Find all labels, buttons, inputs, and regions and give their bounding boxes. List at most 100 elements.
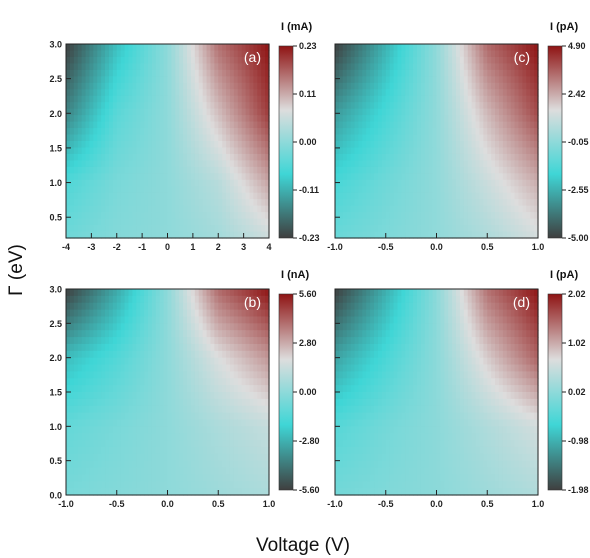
heatmap-cell [140,453,145,462]
heatmap-cell [218,446,223,455]
heatmap-cell [518,69,523,77]
heatmap-cell [136,378,141,386]
heatmap-cell [175,392,180,400]
heatmap-cell [132,225,137,233]
heatmap-cell [194,350,200,359]
heatmap-cell [245,385,251,393]
heatmap-cell [190,108,196,116]
heatmap-cell [479,56,484,64]
heatmap-cell [105,69,110,77]
heatmap-cell [210,205,215,213]
heatmap-cell [362,69,367,77]
heatmap-cell [190,385,196,393]
heatmap-cell [222,121,227,129]
heatmap-cell [526,218,531,226]
heatmap-cell [179,392,184,400]
heatmap-cell [105,76,110,84]
heatmap-cell [233,128,239,136]
heatmap-cell [159,309,165,318]
heatmap-cell [163,378,169,386]
heatmap-cell [377,141,383,149]
heatmap-cell [159,69,165,77]
heatmap-cell [467,76,473,84]
heatmap-cell [163,474,169,482]
heatmap-cell [483,108,488,116]
heatmap-cell [342,44,348,52]
heatmap-cell [374,56,379,64]
heatmap-cell [147,453,153,462]
heatmap-cell [214,82,219,90]
heatmap-cell [112,453,118,462]
heatmap-cell [389,141,395,149]
heatmap-cell [475,89,481,97]
heatmap-cell [245,95,251,103]
heatmap-cell [73,323,79,331]
heatmap-cell [89,330,94,338]
heatmap-cell [385,205,391,213]
heatmap-cell [233,295,239,304]
heatmap-cell [448,56,453,64]
heatmap-cell [389,95,395,103]
heatmap-cell [124,76,130,84]
heatmap-cell [253,460,258,469]
heatmap-cell [261,323,266,331]
heatmap-cell [132,186,137,194]
heatmap-cell [120,160,126,168]
heatmap-cell [495,141,500,149]
heatmap-cell [167,108,173,116]
heatmap-cell [124,309,130,318]
heatmap-cell [175,128,180,136]
heatmap-cell [128,302,133,311]
heatmap-cell [522,186,527,194]
heatmap-cell [440,186,445,194]
heatmap-cell [401,166,406,174]
heatmap-cell [136,231,141,239]
heatmap-cell [202,453,208,462]
heatmap-cell [526,44,531,52]
heatmap-cell [405,231,410,239]
heatmap-cell [198,160,204,168]
heatmap-cell [97,50,102,58]
heatmap-cell [120,460,126,469]
heatmap-cell [350,56,356,64]
heatmap-cell [245,56,251,64]
heatmap-cell [265,289,270,297]
heatmap-cell [93,121,98,129]
heatmap-cell [377,147,383,155]
heatmap-cell [171,173,176,181]
heatmap-cell [179,426,184,434]
heatmap-cell [413,166,418,174]
heatmap-cell [456,166,461,174]
heatmap-cell [377,302,383,311]
heatmap-cell [163,467,169,475]
heatmap-cell [187,231,192,239]
heatmap-cell [198,205,204,213]
heatmap-cell [179,440,184,448]
heatmap-cell [190,446,196,455]
heatmap-cell [202,199,208,207]
heatmap-cell [136,115,141,123]
heatmap-cell [253,153,258,161]
heatmap-cell [389,44,395,52]
heatmap-cell [459,102,465,110]
heatmap-cell [456,199,461,207]
heatmap-cell [159,225,165,233]
heatmap-cell [448,295,453,304]
heatmap-cell [249,205,254,213]
heatmap-cell [97,385,102,393]
heatmap-cell [444,186,449,194]
heatmap-cell [159,82,165,90]
heatmap-cell [171,225,176,233]
heatmap-cell [424,56,430,64]
heatmap-cell [105,147,110,155]
heatmap-cell [81,385,87,393]
heatmap-cell [108,467,114,475]
heatmap-cell [66,350,71,359]
heatmap-cell [89,433,94,441]
heatmap-cell [522,160,527,168]
heatmap-cell [77,488,83,496]
heatmap-cell [487,102,492,110]
heatmap-cell [132,63,137,71]
heatmap-cell [510,128,516,136]
heatmap-cell [159,405,165,414]
